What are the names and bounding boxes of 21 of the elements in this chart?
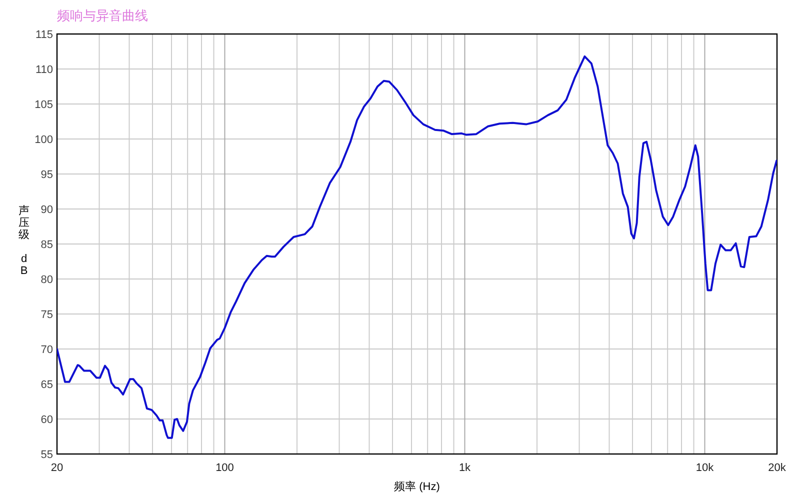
x-tick-label: 10k: [696, 462, 714, 474]
chart-title: 频响与异音曲线: [57, 8, 148, 23]
y-tick-label: 65: [40, 378, 53, 391]
y-tick-label: 95: [40, 168, 53, 181]
x-tick-label: 100: [216, 462, 234, 474]
x-tick-label: 20k: [768, 462, 786, 474]
y-tick-label: 90: [40, 204, 53, 216]
y-tick-label: 75: [40, 308, 53, 321]
x-tick-label: 1k: [458, 462, 472, 474]
x-axis-title: 频率 (Hz): [394, 480, 440, 493]
x-tick-label: 20: [50, 462, 64, 474]
y-tick-label: 85: [40, 238, 53, 251]
y-tick-label: 60: [40, 414, 53, 426]
y-tick-label: 70: [40, 344, 53, 356]
y-tick-label: 115: [35, 28, 53, 41]
y-tick-label: 105: [34, 98, 53, 111]
y-tick-label: 80: [40, 274, 53, 286]
y-axis-title: 声压级 dB: [18, 204, 30, 277]
y-tick-label: 55: [40, 448, 53, 461]
y-tick-label: 110: [35, 64, 53, 76]
y-tick-label: 100: [34, 134, 53, 146]
